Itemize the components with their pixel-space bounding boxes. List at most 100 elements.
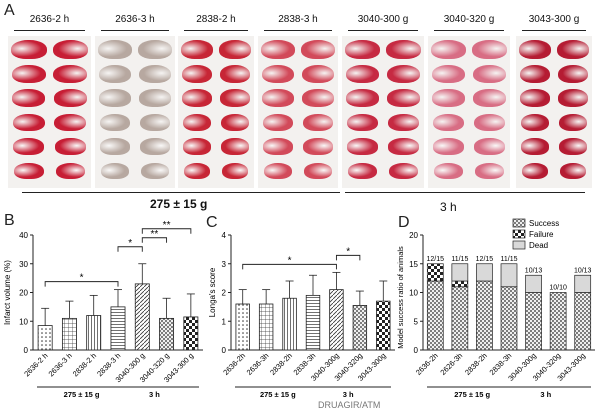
group-underline [348,30,418,31]
bar-ratio-label: 11/15 [501,256,518,263]
x-tick-label: 2838-2h [463,351,489,377]
brain-slice [53,89,87,107]
brain-slice [521,138,549,155]
stacked-bar-segment [500,263,518,288]
significance-label: * [346,246,350,257]
brain-slice [182,113,212,131]
group-label: 2838-2 h [196,14,236,25]
significance-bracket [44,281,119,287]
bar [134,283,150,351]
brain-slice [347,138,378,155]
bar [110,306,126,351]
brain-slice [261,40,295,59]
brain-slice [140,138,170,155]
bar-ratio-label: 10/13 [525,267,543,274]
group-label: 3 h [343,390,354,399]
y-axis-label: Model success ratio of animals [396,246,405,349]
bar [235,303,250,351]
panel-b-letter: B [4,212,15,229]
group-label: 275 ± 15 g [260,390,296,399]
group-label: 2838-3 h [278,14,318,25]
panel-a-letter: A [4,2,15,19]
bar [282,297,297,351]
panel-d-letter: D [398,214,410,231]
y-tick-label: 20 [409,231,418,240]
brain-slice [345,64,380,83]
y-tick-label: 0 [222,346,227,355]
group-label: 2636-3 h [115,14,155,25]
significance-label: * [288,255,292,266]
brain-slice [219,64,251,83]
brain-slice [55,162,85,179]
brain-slice [387,113,420,131]
brain-slice [141,162,169,179]
brain-slice [304,162,332,179]
brain-slice [474,138,505,155]
significance-bracket [242,263,337,270]
bar [86,315,102,351]
brain-slice [12,113,45,131]
group-line-3h [345,192,585,193]
significance-bracket [117,246,143,252]
y-tick-label: 1 [222,317,227,326]
brain-slice [558,113,588,131]
group-underline [434,30,504,31]
legend-swatch [512,229,526,239]
brain-slice [389,162,418,179]
y-tick-label: 0 [414,346,419,355]
brain-slice-photo [516,36,592,188]
brain-slice [388,138,419,155]
brain-slice [433,138,464,155]
chart-d: 0 5 10 15 20 Model success ratio of animals 12… [396,218,595,399]
bar-ratio-label: 10/10 [549,285,567,292]
brain-slice-photo [428,36,510,188]
brain-slice [345,40,380,59]
stacked-bar-segment [525,292,542,351]
legend-label: Success [529,219,559,228]
brain-slice [264,162,292,179]
group-label: 2636-2 h [29,14,70,25]
brain-slice [262,89,294,107]
panel-a-label-3h: 3 h [440,200,457,214]
brain-slice-photo [178,36,254,188]
brain-slice [386,40,421,59]
brain-slice [139,89,171,107]
brain-slice [139,113,171,131]
brain-slice [11,40,47,59]
brain-slice [221,138,249,155]
stacked-bar-segment [451,263,469,282]
brain-slice [303,138,333,155]
y-tick-label: 10 [409,289,418,298]
stacked-bar-segment [451,280,469,288]
brain-slice [558,89,588,107]
significance-label: * [80,273,84,284]
brain-slice [557,64,589,83]
stacked-bar-segment [525,274,542,293]
brain-slice [220,89,250,107]
stacked-bar-segment [574,292,592,351]
y-tick-label: 0 [24,346,29,355]
group-underline [264,30,332,31]
brain-slice [472,40,507,59]
brain-slice [181,64,213,83]
brain-slice [346,113,379,131]
brain-slice [348,162,377,179]
brain-slice [301,40,335,59]
brain-slice [386,64,421,83]
significance-label: * [128,238,132,249]
brain-slice [261,64,295,83]
brain-slice [12,89,46,107]
brain-slice [472,64,507,83]
bar [376,300,391,351]
stacked-bar-segment [451,286,469,351]
group-underline [184,30,248,31]
brain-slice-photo [342,36,424,188]
x-tick-label: 2636-2 h [22,351,49,378]
brain-slice [520,113,550,131]
bar-ratio-label: 12/15 [476,256,494,263]
group-line-275g [22,192,340,193]
brain-slice [473,113,506,131]
brain-slice [98,64,132,83]
footer-text: DRUAGIR/ATM [318,400,381,410]
